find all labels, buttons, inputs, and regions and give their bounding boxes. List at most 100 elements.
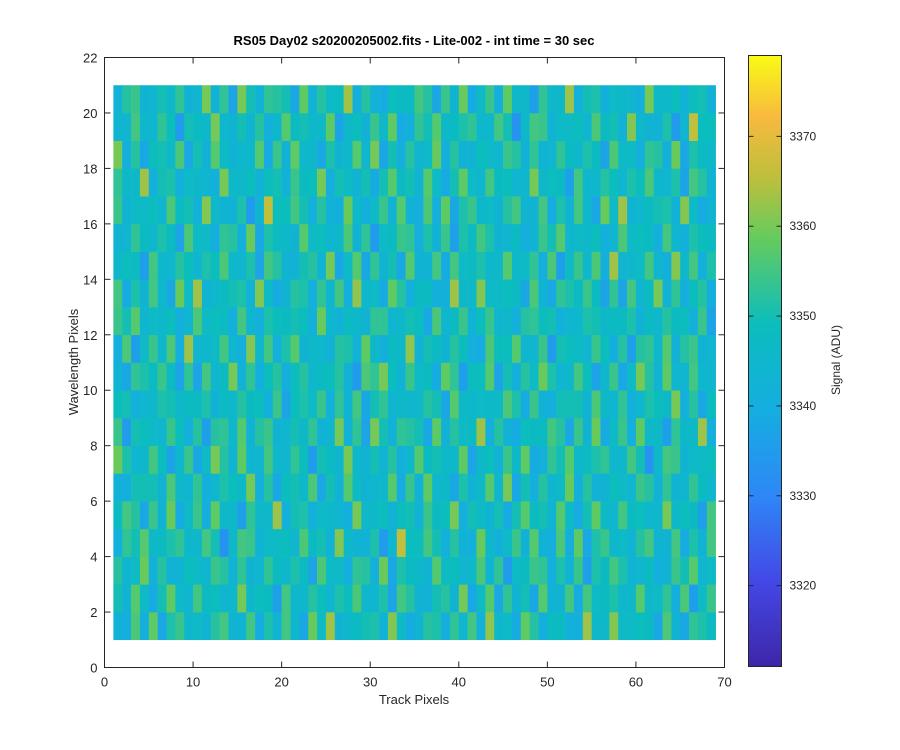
- colorbar-tick-label: 3340: [790, 399, 817, 413]
- heatmap-cell: [432, 528, 442, 557]
- heatmap-cell: [635, 417, 646, 446]
- heatmap-cell: [680, 279, 690, 308]
- heatmap-cell: [148, 196, 158, 225]
- heatmap-cell: [467, 390, 477, 419]
- heatmap-cell: [503, 196, 513, 225]
- heatmap-cell: [485, 223, 495, 252]
- heatmap-cell: [644, 584, 654, 613]
- heatmap-cell: [255, 196, 265, 225]
- heatmap-cell: [201, 528, 212, 557]
- heatmap-cell: [396, 612, 406, 641]
- heatmap-cell: [609, 501, 619, 530]
- heatmap-cell: [538, 612, 548, 641]
- heatmap-cell: [299, 528, 309, 557]
- heatmap-cell: [423, 279, 433, 308]
- heatmap-cell: [210, 473, 220, 502]
- heatmap-cell: [210, 251, 220, 280]
- heatmap-cell: [175, 168, 185, 197]
- heatmap-cell: [184, 556, 194, 585]
- heatmap-cell: [157, 196, 167, 225]
- heatmap-cell: [219, 528, 229, 557]
- heatmap-cell: [361, 501, 371, 530]
- heatmap-cell: [573, 445, 584, 474]
- heatmap-cell: [529, 584, 539, 613]
- heatmap-cell: [379, 196, 389, 225]
- heatmap-cell: [396, 390, 406, 419]
- heatmap-cell: [272, 390, 282, 419]
- heatmap-cell: [449, 223, 460, 252]
- heatmap-cell: [520, 390, 530, 419]
- heatmap-cell: [556, 196, 566, 225]
- heatmap-cell: [556, 612, 566, 641]
- heatmap-cell: [193, 528, 203, 557]
- heatmap-cell: [653, 223, 663, 252]
- heatmap-cell: [441, 251, 451, 280]
- heatmap-cell: [334, 112, 344, 141]
- heatmap-cell: [689, 473, 699, 502]
- heatmap-cell: [361, 85, 371, 114]
- heatmap-cell: [175, 528, 185, 557]
- heatmap-cell: [396, 140, 406, 169]
- heatmap-cell: [255, 417, 265, 446]
- heatmap-cell: [414, 528, 424, 557]
- heatmap-cell: [281, 334, 291, 363]
- heatmap-cell: [467, 112, 477, 141]
- heatmap-cell: [255, 584, 265, 613]
- heatmap-cell: [201, 168, 212, 197]
- heatmap-cell: [290, 196, 300, 225]
- heatmap-cell: [494, 168, 504, 197]
- heatmap-cell: [308, 473, 318, 502]
- colorbar-tick-label: 3370: [790, 129, 817, 143]
- heatmap-cell: [582, 501, 592, 530]
- heatmap-cell: [405, 112, 415, 141]
- heatmap-cell: [387, 196, 398, 225]
- heatmap-cell: [184, 390, 194, 419]
- heatmap-cell: [591, 528, 601, 557]
- heatmap-cell: [237, 362, 247, 391]
- heatmap-cell: [308, 556, 318, 585]
- heatmap-cell: [591, 362, 601, 391]
- heatmap-cell: [175, 584, 185, 613]
- heatmap-cell: [290, 279, 300, 308]
- heatmap-cell: [573, 307, 584, 336]
- heatmap-cell: [503, 528, 513, 557]
- heatmap-cell: [255, 223, 265, 252]
- heatmap-cell: [175, 501, 185, 530]
- heatmap-cell: [458, 473, 468, 502]
- heatmap-cell: [148, 168, 158, 197]
- heatmap-cell: [237, 279, 247, 308]
- heatmap-cell: [184, 279, 194, 308]
- heatmap-cell: [139, 445, 150, 474]
- heatmap-cell: [131, 556, 141, 585]
- heatmap-cell: [635, 584, 646, 613]
- heatmap-cell: [556, 362, 566, 391]
- heatmap-cell: [290, 140, 300, 169]
- heatmap-cell: [627, 140, 637, 169]
- heatmap-cell: [423, 85, 433, 114]
- heatmap-cell: [511, 556, 522, 585]
- heatmap-cell: [485, 85, 495, 114]
- heatmap-cell: [538, 473, 548, 502]
- heatmap-cell: [414, 556, 424, 585]
- heatmap-cell: [476, 473, 486, 502]
- heatmap-cell: [689, 85, 699, 114]
- heatmap-cell: [334, 612, 344, 641]
- heatmap-cell: [556, 390, 566, 419]
- heatmap-cell: [414, 223, 424, 252]
- heatmap-cell: [113, 279, 123, 308]
- heatmap-cell: [325, 112, 336, 141]
- heatmap-cell: [503, 251, 513, 280]
- heatmap-cell: [246, 528, 256, 557]
- heatmap-cell: [352, 196, 362, 225]
- heatmap-cell: [609, 556, 619, 585]
- heatmap-cell: [361, 556, 371, 585]
- heatmap-cell: [520, 584, 530, 613]
- heatmap-cell: [237, 223, 247, 252]
- heatmap-cell: [618, 417, 628, 446]
- heatmap-cell: [432, 168, 442, 197]
- heatmap-cell: [653, 417, 663, 446]
- heatmap-cell: [503, 612, 513, 641]
- heatmap-cell: [343, 112, 353, 141]
- heatmap-cell: [432, 417, 442, 446]
- heatmap-cell: [565, 279, 575, 308]
